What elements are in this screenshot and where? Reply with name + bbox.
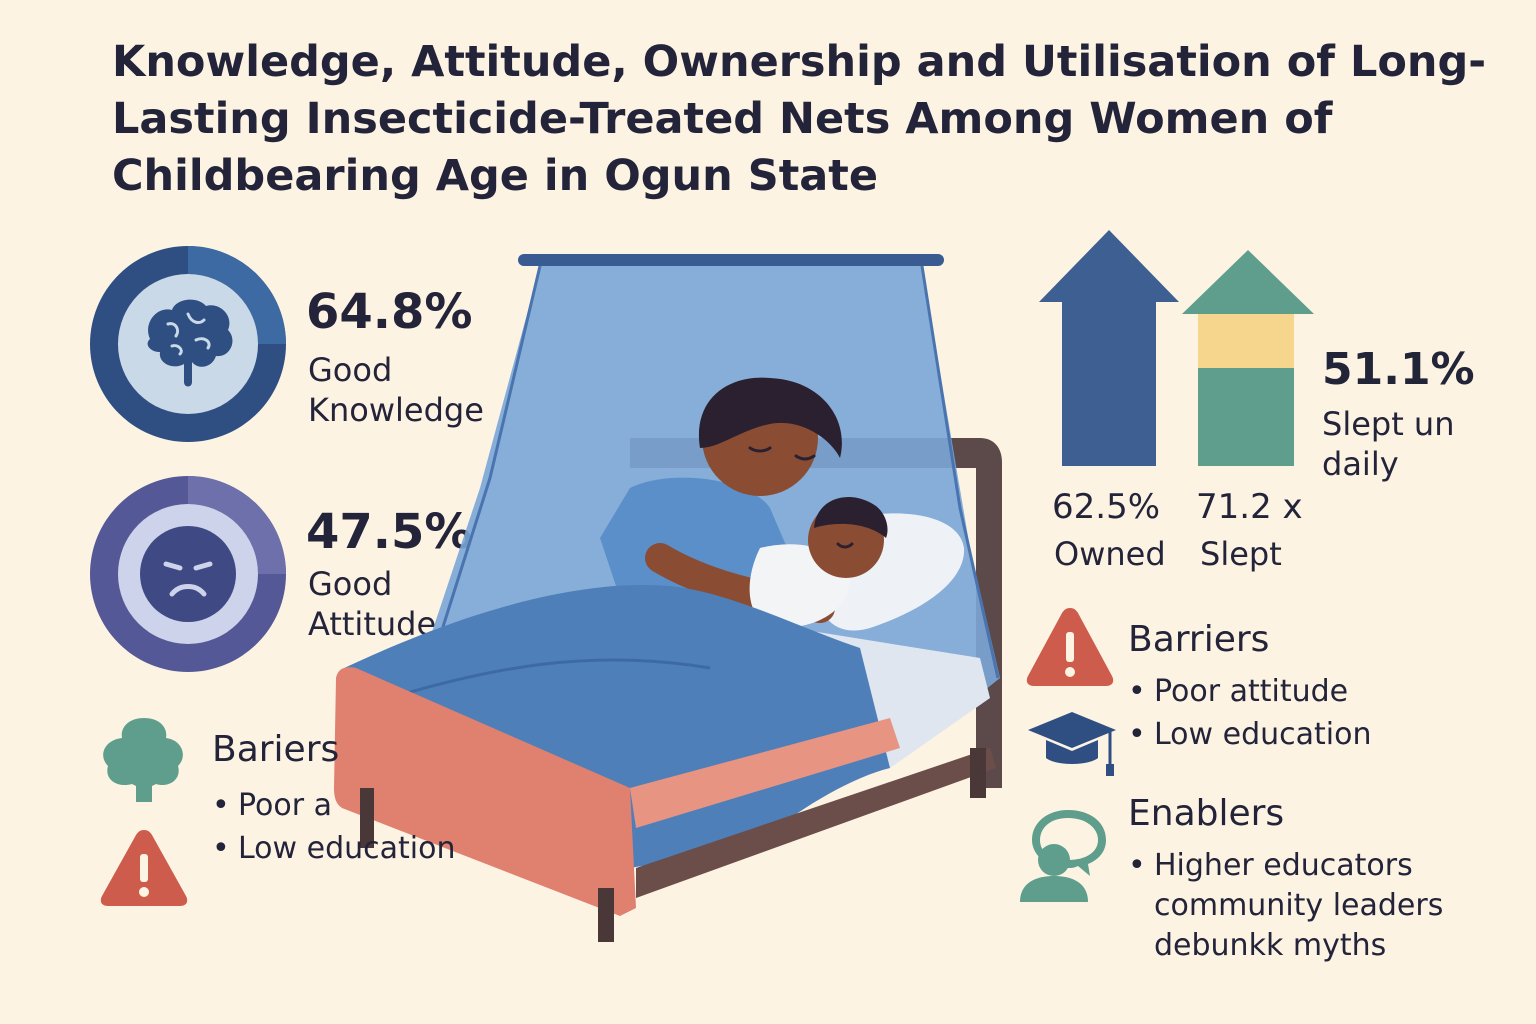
warning-icon	[1026, 608, 1114, 686]
enablers-list: • Higher educators	[1128, 844, 1413, 887]
owned-value: 62.5%	[1052, 487, 1161, 527]
enabler-line-2: community leaders	[1154, 888, 1444, 923]
attitude-label-line1: Good	[308, 565, 393, 603]
net-rod	[518, 254, 944, 266]
list-item: • Low education	[1128, 717, 1372, 752]
list-item: • Low education	[212, 831, 456, 866]
knowledge-ring	[90, 246, 286, 442]
attitude-ring	[90, 476, 286, 672]
daily-value: 51.1%	[1322, 344, 1475, 395]
left-barriers-list: • Poor a • Low education	[212, 784, 455, 870]
right-barriers-heading: Barriers	[1128, 619, 1270, 660]
daily-label-line1: Slept un	[1322, 405, 1455, 443]
list-item: • Poor a	[212, 788, 332, 823]
sad-face-icon	[140, 526, 236, 622]
list-item: • Higher educators	[1128, 848, 1413, 883]
blanket	[340, 584, 890, 868]
left-barrier-item-1: Poor a	[238, 788, 332, 823]
attitude-label-line2: Attitude	[308, 605, 437, 643]
enabler-line-3: debunkk myths	[1154, 928, 1387, 963]
knowledge-value: 64.8%	[306, 284, 473, 340]
attitude-value: 47.5%	[306, 504, 473, 560]
bed-net-illustration	[334, 254, 1002, 942]
enablers-heading: Enablers	[1128, 793, 1285, 834]
slept-label: Slept	[1200, 535, 1282, 573]
left-barrier-item-2: Low education	[238, 831, 456, 866]
baby-figure	[749, 497, 888, 628]
brain-icon	[147, 299, 233, 387]
right-barrier-item-1: Poor attitude	[1154, 674, 1349, 709]
knowledge-label-line1: Good	[308, 351, 393, 389]
enabler-item-1: Higher educators	[1154, 848, 1413, 883]
knowledge-label-line2: Knowledge	[308, 391, 484, 429]
bed-frame	[334, 667, 996, 942]
chat-people-icon	[1020, 810, 1106, 902]
owned-label: Owned	[1054, 535, 1166, 573]
right-barriers-list: • Poor attitude • Low education	[1128, 670, 1371, 756]
list-item: • Poor attitude	[1128, 674, 1349, 709]
left-barriers-heading: Bariers	[212, 729, 340, 770]
tree-icon	[103, 718, 183, 802]
slept-value: 71.2 x	[1196, 487, 1303, 527]
right-barrier-item-2: Low education	[1154, 717, 1372, 752]
owned-arrow	[1039, 230, 1179, 466]
daily-label-line2: daily	[1322, 445, 1399, 483]
graduation-cap-icon	[1028, 712, 1116, 776]
page-title: Knowledge, Attitude, Ownership and Utili…	[112, 37, 1487, 201]
warning-icon	[100, 830, 188, 906]
slept-arrow	[1182, 250, 1314, 466]
